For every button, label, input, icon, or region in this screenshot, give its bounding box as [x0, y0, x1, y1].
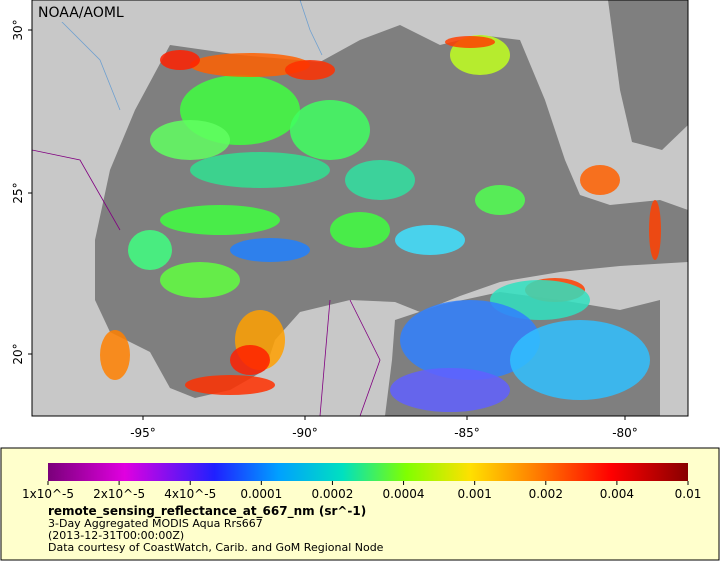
colorbar-label: 0.002: [529, 487, 563, 501]
colorbar-label: 0.0002: [311, 487, 353, 501]
reflectance-patch: [128, 230, 172, 270]
lon-tick-label: -90°: [292, 426, 318, 440]
reflectance-patch: [150, 120, 230, 160]
colorbar-label: 0.01: [675, 487, 702, 501]
reflectance-patch: [160, 50, 200, 70]
reflectance-patch: [160, 205, 280, 235]
watermark: NOAA/AOML: [38, 5, 124, 21]
rivers: [59, 0, 323, 111]
reflectance-patch: [230, 345, 270, 375]
reflectance-patch: [395, 225, 465, 255]
colorbar-label: 4x10^-5: [164, 487, 216, 501]
reflectance-patch: [285, 60, 335, 80]
reflectance-patch: [185, 375, 275, 395]
map: [32, 0, 688, 416]
colorbar-label: 2x10^-5: [93, 487, 145, 501]
reflectance-patch: [510, 320, 650, 400]
lat-tick-label: 20°: [11, 343, 25, 364]
legend: 1x10^-5 2x10^-5 4x10^-5 0.0001 0.0002 0.0004 0…: [22, 481, 701, 554]
colorbar-label: 0.004: [600, 487, 634, 501]
lon-tick-label: -85°: [454, 426, 480, 440]
legend-title: remote_sensing_reflectance_at_667_nm (sr…: [48, 504, 366, 519]
colorbar-label: 1x10^-5: [22, 487, 74, 501]
atlantic-ocean: [608, 0, 688, 150]
border-line: [32, 149, 121, 231]
border-line: [349, 299, 381, 416]
axis-ticks: 30° 25° 20° -95° -90° -85° -80°: [11, 19, 638, 440]
legend-line: (2013-12-31T00:00:00Z): [48, 529, 184, 542]
reflectance-patch: [160, 262, 240, 298]
reflectance-patch: [190, 53, 310, 77]
reflectance-patch: [190, 152, 330, 188]
colorbar-label: 0.0001: [240, 487, 282, 501]
reflectance-patches: [100, 35, 661, 412]
colorbar-label: 0.0004: [383, 487, 425, 501]
lon-tick-label: -80°: [612, 426, 638, 440]
river-line: [59, 19, 121, 111]
reflectance-patch: [400, 300, 540, 380]
reflectance-patch: [230, 238, 310, 262]
river-line: [299, 0, 323, 56]
lat-tick-label: 25°: [11, 182, 25, 203]
reflectance-patch: [445, 36, 495, 48]
reflectance-patch: [649, 200, 661, 260]
legend-line: 3-Day Aggregated MODIS Aqua Rrs667: [48, 517, 263, 530]
map-frame: [31, 0, 689, 417]
colorbar: [48, 463, 688, 481]
lat-tick-label: 30°: [11, 19, 25, 40]
reflectance-patch: [390, 368, 510, 412]
reflectance-patch: [580, 165, 620, 195]
lon-tick-label: -95°: [130, 426, 156, 440]
colorbar-label: 0.001: [457, 487, 491, 501]
reflectance-patch: [290, 100, 370, 160]
watermark-box: [34, 2, 126, 22]
border-line: [319, 299, 331, 416]
reflectance-patch: [475, 185, 525, 215]
reflectance-patch: [330, 212, 390, 248]
reflectance-patch: [345, 160, 415, 200]
reflectance-patch: [100, 330, 130, 380]
legend-line: Data courtesy of CoastWatch, Carib. and …: [48, 541, 384, 554]
borders: [32, 149, 381, 416]
